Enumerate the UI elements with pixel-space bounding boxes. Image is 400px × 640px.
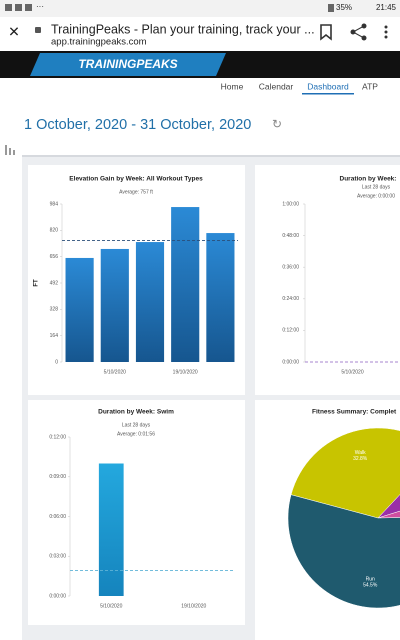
y-tick-label: 1:00:00 (282, 201, 299, 207)
more: ··· (36, 2, 44, 11)
y-tick-label: 0:06:00 (49, 514, 66, 520)
bar (206, 233, 235, 362)
chart-title: Fitness Summary: Complet (312, 409, 397, 416)
nav-underline (302, 93, 354, 95)
bar (171, 207, 200, 362)
nav-item[interactable]: Dashboard (307, 81, 349, 91)
chart-title: Elevation Gain by Week: All Workout Type… (69, 176, 203, 183)
y-tick-label: 0:12:00 (282, 328, 299, 334)
nav-item[interactable]: Home (221, 81, 244, 91)
panel-edge (22, 155, 400, 157)
time: 21:45 (376, 3, 397, 12)
x-tick-label: 19/10/2020 (173, 369, 198, 375)
bookmark[interactable] (320, 24, 332, 41)
y-tick-label: 0:48:00 (282, 233, 299, 239)
y-tick-label: 0:00:00 (282, 359, 299, 365)
y-tick-label: 0:36:00 (282, 265, 299, 271)
status-bar (0, 0, 400, 17)
bar (65, 257, 94, 362)
nav-item[interactable]: ATP (362, 81, 378, 91)
card (255, 165, 400, 395)
share[interactable] (350, 23, 367, 41)
page-title: TrainingPeaks - Plan your training, trac… (51, 22, 315, 36)
x-tick-label: 5/10/2020 (341, 369, 363, 375)
y-tick-label: 0 (55, 359, 58, 365)
close-tab[interactable]: ✕ (8, 24, 20, 40)
y-tick-label: 164 (50, 333, 59, 339)
nav-item[interactable]: Calendar (259, 81, 294, 91)
x-tick-label: 5/10/2020 (104, 369, 126, 375)
y-tick-label: 0:00:00 (49, 593, 66, 599)
logo[interactable]: TRAININGPEAKS (78, 57, 177, 71)
chart-subtitle: Last 28 days (122, 422, 151, 428)
battery: 35% (336, 3, 352, 12)
sidebar-icon[interactable] (5, 145, 15, 155)
x-tick-label: 19/10/2020 (181, 603, 206, 609)
chart-subtitle: Average: 757 ft (119, 189, 153, 195)
pie-slice (287, 494, 400, 609)
date-range: 1 October, 2020 - 31 October, 2020 (24, 117, 251, 133)
y-tick-label: 0:09:00 (49, 474, 66, 480)
notif-icon (5, 4, 12, 11)
y-tick-label: 0:03:00 (49, 554, 66, 560)
url: app.trainingpeaks.com (51, 37, 147, 48)
slice-label: Walk (355, 450, 366, 456)
y-tick-label: 0:24:00 (282, 296, 299, 302)
y-tick-label: 0:12:00 (49, 434, 66, 440)
notif-icon (25, 4, 32, 11)
y-tick-label: 328 (50, 307, 59, 313)
y-tick-label: 984 (50, 201, 59, 207)
card (28, 400, 245, 625)
chart-title: Duration by Week: Swim (98, 409, 174, 416)
lock-icon (35, 27, 41, 33)
notif-icon (15, 4, 22, 11)
menu[interactable] (384, 25, 388, 39)
y-tick-label: 492 (50, 280, 59, 286)
slice-label: Run (366, 577, 375, 583)
y-tick-label: 656 (50, 254, 59, 260)
pie-slice (290, 427, 400, 519)
slice-value: 54.5% (363, 583, 378, 589)
chart-subtitle: Average: 0:00:00 (357, 193, 395, 199)
logo-bg (30, 53, 226, 76)
pie-slice (377, 510, 400, 519)
pie-slice (377, 494, 400, 519)
chart-subtitle: Average: 0:01:56 (117, 431, 155, 437)
chart-title: Duration by Week: (340, 176, 397, 183)
bar (135, 242, 165, 362)
y-tick-label: 820 (50, 228, 59, 234)
bar (98, 463, 124, 596)
chart-subtitle: Last 28 days (362, 184, 391, 190)
battery-icon (328, 4, 334, 12)
x-tick-label: 5/10/2020 (100, 603, 122, 609)
bar (100, 248, 129, 362)
slice-value: 32.8% (353, 456, 368, 462)
y-axis-label: FT (34, 279, 40, 287)
refresh[interactable]: ↻ (272, 117, 282, 131)
